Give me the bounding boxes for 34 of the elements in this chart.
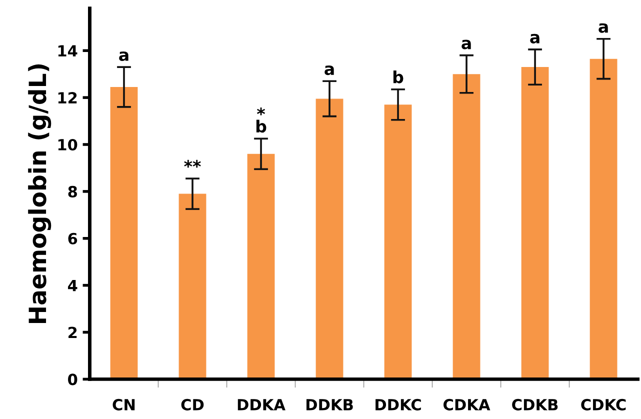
x-tick-label: DDKA [238, 399, 286, 410]
y-tick-label: 4 [68, 280, 78, 292]
x-tick-label: CDKB [512, 398, 558, 410]
bar [521, 67, 549, 380]
annotation: a [530, 34, 540, 44]
annotation: ** [184, 160, 201, 168]
x-tick-label: CD [181, 398, 204, 410]
x-tick-label: CDKA [444, 398, 490, 410]
y-tick-label: 12 [58, 92, 77, 104]
bar [247, 154, 275, 380]
annotation: a [324, 66, 334, 76]
bar [110, 87, 138, 380]
y-tick-label: 10 [58, 138, 78, 151]
x-tick-label: DDKB [306, 399, 353, 410]
annotation: a [119, 51, 128, 62]
y-tick-label: 0 [68, 374, 78, 386]
annotation: b [393, 70, 404, 84]
x-tick-label: DDKC [376, 398, 421, 410]
annotation: a [462, 40, 471, 50]
bar [316, 98, 344, 380]
bar [178, 194, 206, 380]
y-axis-title: Haemoglobin (g/dL) [28, 64, 52, 324]
x-tick-label: CDKC [581, 398, 626, 410]
annotation: b [256, 120, 266, 133]
x-tick-label: CN [112, 398, 135, 410]
bar [452, 74, 480, 380]
annotation: a [598, 23, 608, 33]
y-tick-label: 14 [58, 45, 78, 56]
y-tick-label: 6 [68, 232, 78, 244]
y-tick-label: 8 [68, 186, 77, 198]
bar [590, 58, 618, 380]
bar [384, 104, 412, 380]
y-tick-label: 2 [68, 326, 77, 338]
annotation: * [256, 108, 266, 116]
